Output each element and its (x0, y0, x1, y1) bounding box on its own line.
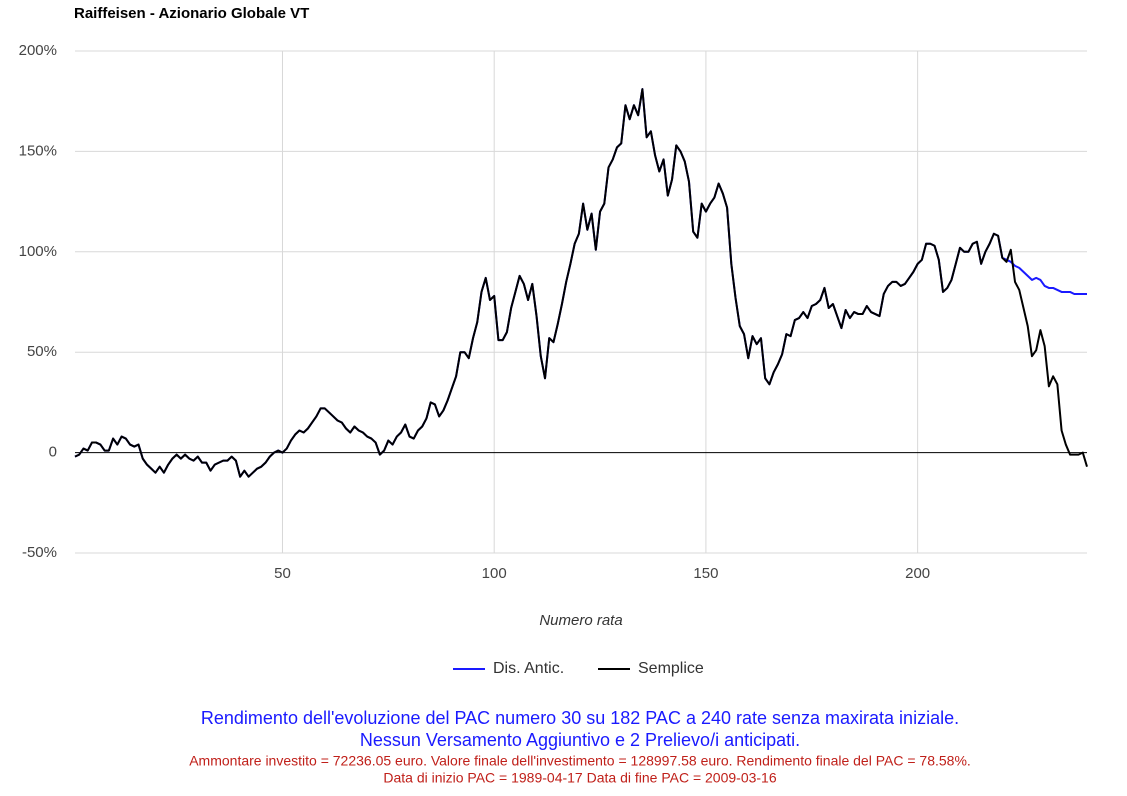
x-tick-label: 50 (274, 565, 291, 582)
caption: Rendimento dell'evoluzione del PAC numer… (201, 708, 959, 728)
caption: Nessun Versamento Aggiuntivo e 2 Preliev… (360, 730, 800, 750)
x-tick-label: 200 (905, 565, 930, 582)
y-tick-label: 150% (19, 142, 57, 159)
legend-label: Dis. Antic. (493, 660, 564, 677)
y-tick-label: 0 (49, 444, 57, 461)
y-tick-label: 50% (27, 343, 57, 360)
legend-label: Semplice (638, 660, 704, 677)
caption: Ammontare investito = 72236.05 euro. Val… (189, 753, 971, 769)
series-line (74, 88, 1087, 478)
chart-title: Raiffeisen - Azionario Globale VT (74, 5, 309, 22)
y-tick-label: -50% (22, 544, 57, 561)
y-tick-label: 200% (19, 42, 57, 59)
x-tick-label: 100 (482, 565, 507, 582)
x-tick-label: 150 (693, 565, 718, 582)
y-tick-label: 100% (19, 243, 57, 260)
caption: Data di inizio PAC = 1989-04-17 Data di … (383, 770, 776, 786)
series-line (74, 88, 1088, 478)
x-axis-title: Numero rata (539, 612, 622, 629)
